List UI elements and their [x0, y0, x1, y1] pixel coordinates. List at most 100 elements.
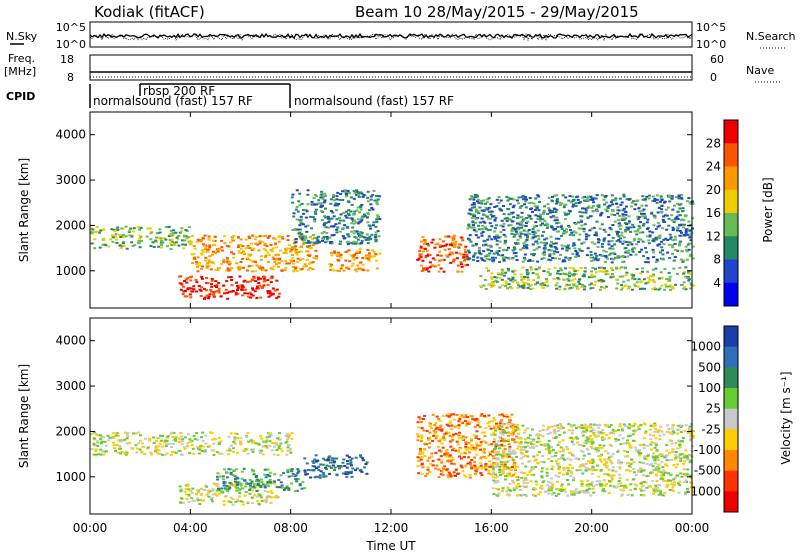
echo-cell — [454, 468, 458, 471]
echo-cell — [364, 255, 368, 258]
echo-cell — [509, 279, 513, 282]
echo-cell — [360, 239, 364, 242]
echo-cell — [246, 257, 250, 260]
echo-cell — [210, 500, 214, 503]
echo-cell — [556, 443, 560, 446]
echo-cell — [580, 286, 584, 288]
echo-cell — [342, 219, 346, 222]
echo-cell — [222, 484, 226, 487]
echo-cell — [676, 432, 680, 435]
echo-cell — [330, 251, 333, 254]
echo-cell — [471, 220, 475, 223]
echo-cell — [628, 443, 632, 446]
echo-cell — [259, 496, 263, 499]
echo-cell — [361, 457, 365, 460]
echo-cell — [306, 469, 310, 471]
echo-cell — [337, 255, 341, 258]
echo-cell — [535, 454, 539, 457]
echo-cell — [255, 480, 258, 483]
echo-cell — [365, 472, 369, 475]
echo-cell — [506, 493, 510, 496]
echo-cell — [157, 436, 161, 439]
echo-cell — [537, 209, 541, 212]
echo-cell — [532, 447, 536, 449]
echo-cell — [290, 475, 294, 477]
echo-cell — [611, 273, 614, 276]
echo-cell — [511, 278, 514, 281]
echo-cell — [554, 459, 558, 462]
echo-cell — [645, 195, 649, 198]
echo-cell — [666, 251, 670, 254]
echo-cell — [516, 228, 520, 231]
echo-cell — [617, 256, 621, 259]
echo-cell — [542, 253, 546, 256]
echo-cell — [506, 268, 510, 270]
echo-cell — [441, 415, 445, 418]
echo-cell — [544, 242, 548, 245]
echo-cell — [237, 250, 241, 253]
echo-cell — [427, 244, 430, 247]
echo-cell — [230, 251, 233, 254]
echo-cell — [465, 420, 469, 423]
echo-cell — [437, 445, 441, 448]
echo-cell — [329, 198, 333, 201]
echo-cell — [590, 227, 594, 230]
echo-cell — [531, 467, 535, 470]
echo-cell — [534, 197, 538, 200]
echo-cell — [585, 484, 589, 487]
echo-cell — [507, 443, 511, 446]
echo-cell — [238, 491, 242, 494]
echo-cell — [446, 460, 450, 463]
echo-cell — [103, 440, 107, 443]
echo-cell — [155, 451, 159, 454]
echo-cell — [643, 215, 647, 218]
echo-cell — [503, 463, 507, 466]
echo-cell — [494, 447, 498, 449]
echo-cell — [561, 450, 565, 453]
echo-cell — [483, 466, 487, 469]
echo-cell — [575, 441, 579, 444]
echo-cell — [511, 466, 514, 468]
echo-cell — [210, 449, 214, 452]
echo-cell — [459, 261, 463, 264]
echo-cell — [688, 461, 692, 464]
echo-cell — [521, 424, 525, 427]
cpid-mode-2: rbsp 200 RF — [143, 84, 215, 98]
echo-cell — [246, 452, 250, 455]
echo-cell — [301, 257, 305, 260]
echo-cell — [581, 464, 585, 467]
echo-cell — [304, 209, 308, 211]
echo-cell — [344, 259, 348, 262]
echo-cell — [457, 449, 460, 452]
echo-cell — [200, 275, 204, 278]
echo-cell — [179, 431, 183, 434]
echo-cell — [258, 284, 262, 287]
echo-cell — [488, 460, 492, 463]
echo-cell — [653, 456, 657, 459]
echo-cell — [200, 492, 204, 495]
echo-cell — [490, 420, 494, 423]
echo-cell — [99, 453, 103, 456]
echo-cell — [653, 459, 657, 462]
echo-cell — [496, 488, 500, 491]
echo-cell — [519, 273, 523, 276]
echo-cell — [673, 238, 677, 241]
echo-cell — [589, 435, 592, 437]
echo-cell — [189, 279, 193, 282]
echo-cell — [564, 203, 568, 206]
echo-cell — [581, 211, 585, 214]
echo-cell — [152, 436, 156, 439]
echo-cell — [542, 209, 546, 212]
echo-cell — [554, 437, 558, 439]
echo-cell — [512, 204, 516, 207]
echo-cell — [641, 198, 645, 201]
echo-cell — [662, 471, 666, 474]
echo-cell — [659, 474, 663, 477]
echo-cell — [683, 454, 687, 457]
echo-cell — [343, 236, 347, 239]
echo-cell — [229, 468, 233, 471]
echo-cell — [587, 437, 591, 440]
echo-cell — [248, 488, 252, 491]
echo-cell — [473, 449, 477, 452]
echo-cell — [196, 270, 200, 273]
